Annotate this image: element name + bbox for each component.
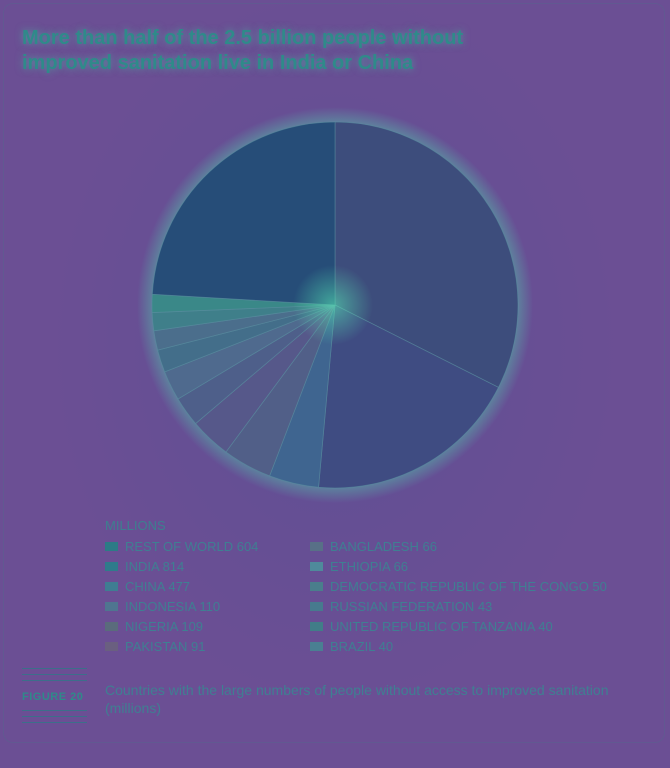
legend-item: REST OF WORLD 604 xyxy=(105,538,258,556)
legend-swatch xyxy=(105,622,118,631)
legend-label: ETHIOPIA 66 xyxy=(330,559,409,574)
figure-rule xyxy=(22,668,87,669)
figure-rule xyxy=(22,674,87,675)
legend-swatch xyxy=(105,562,118,571)
legend-item: ETHIOPIA 66 xyxy=(310,558,408,576)
legend-swatch xyxy=(310,602,323,611)
legend-swatch xyxy=(310,542,323,551)
legend-label: BANGLADESH 66 xyxy=(330,539,437,554)
legend-label: INDONESIA 110 xyxy=(125,599,221,614)
legend-label: RUSSIAN FEDERATION 43 xyxy=(330,599,493,614)
legend-swatch xyxy=(310,622,323,631)
chart-title: More than half of the 2.5 billion people… xyxy=(22,27,464,74)
legend-item: DEMOCRATIC REPUBLIC OF THE CONGO 50 xyxy=(310,578,607,596)
legend-item: INDONESIA 110 xyxy=(105,598,220,616)
legend-label: NIGERIA 109 xyxy=(125,619,204,634)
legend-label: UNITED REPUBLIC OF TANZANIA 40 xyxy=(330,619,553,634)
pie-slice-china xyxy=(318,304,499,489)
legend-item: NIGERIA 109 xyxy=(105,618,203,636)
pie-center-glow xyxy=(293,265,373,345)
legend-item: INDIA 814 xyxy=(105,558,184,576)
legend-swatch xyxy=(310,642,323,651)
legend-label: INDIA 814 xyxy=(125,559,185,574)
figure-rule xyxy=(22,716,87,717)
legend-label: DEMOCRATIC REPUBLIC OF THE CONGO 50 xyxy=(330,579,607,594)
figure-rule xyxy=(22,722,87,723)
legend-swatch xyxy=(310,562,323,571)
legend-item: UNITED REPUBLIC OF TANZANIA 40 xyxy=(310,618,553,636)
legend-swatch xyxy=(105,542,118,551)
legend-label: BRAZIL 40 xyxy=(330,639,394,654)
legend-label: PAKISTAN 91 xyxy=(125,639,206,654)
legend-label: REST OF WORLD 604 xyxy=(125,539,259,554)
legend-item: CHINA 477 xyxy=(105,578,190,596)
pie-slice-india xyxy=(334,121,519,388)
figure-rule xyxy=(22,680,87,681)
legend-item: PAKISTAN 91 xyxy=(105,638,205,656)
figure-label: FIGURE 20 xyxy=(22,691,84,703)
figure-caption: Countries with the large numbers of peop… xyxy=(105,682,609,716)
figure-rule xyxy=(22,710,87,711)
figure-panel xyxy=(3,3,665,743)
legend-item: BRAZIL 40 xyxy=(310,638,393,656)
pie-slices xyxy=(151,121,519,489)
legend-swatch xyxy=(310,582,323,591)
pie-slice-rest-of-world xyxy=(151,121,336,306)
legend-swatch xyxy=(105,602,118,611)
legend-units: MILLIONS xyxy=(105,518,166,533)
legend-swatch xyxy=(105,642,118,651)
legend-label: CHINA 477 xyxy=(125,579,191,594)
legend-item: RUSSIAN FEDERATION 43 xyxy=(310,598,492,616)
legend-swatch xyxy=(105,582,118,591)
legend-item: BANGLADESH 66 xyxy=(310,538,437,556)
figure-tag: FIGURE 20 xyxy=(22,668,87,726)
